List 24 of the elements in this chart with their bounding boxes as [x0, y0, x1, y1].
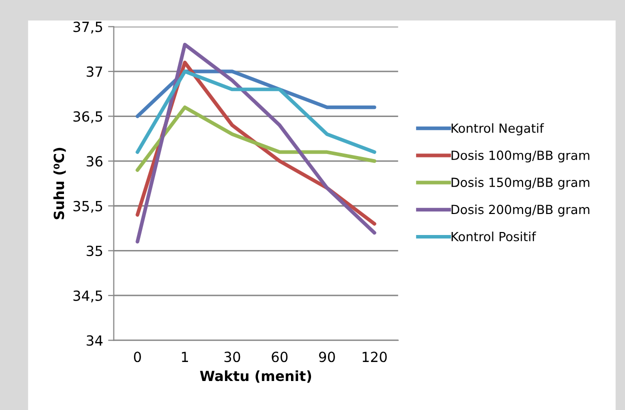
y-tick-label: 36	[86, 156, 102, 167]
x-tick-label: 1	[182, 352, 188, 362]
x-tick-label: 120	[362, 352, 387, 362]
y-tick-label: 34	[86, 335, 103, 346]
x-axis-title: Waktu (menit)	[200, 370, 312, 383]
y-tick-label: 35	[86, 246, 102, 256]
x-tick-label: 90	[319, 352, 335, 362]
y-tick-label: 37	[86, 66, 102, 77]
x-tick-label: 0	[134, 352, 141, 362]
y-tick-label: 37,5	[73, 22, 102, 34]
legend-label: Dosis 150mg/BB gram	[452, 177, 590, 190]
y-tick-label: 36,5	[73, 111, 102, 124]
y-tick-label: 35,5	[73, 200, 102, 213]
legend-label: Kontrol Positif	[452, 232, 536, 242]
y-tick-label: 34,5	[73, 290, 102, 302]
line-series	[136, 42, 376, 244]
legend-label: Dosis 200mg/BB gram	[452, 204, 590, 217]
line-series	[136, 106, 376, 172]
legend-label: Dosis 100mg/BB gram	[452, 150, 590, 162]
legend-label: Kontrol Negatif	[452, 123, 544, 136]
x-tick-label: 30	[224, 352, 240, 362]
x-tick-label: 60	[272, 352, 288, 362]
y-axis-title: Suhu (⁰C)	[53, 148, 66, 220]
line-series	[136, 70, 376, 154]
